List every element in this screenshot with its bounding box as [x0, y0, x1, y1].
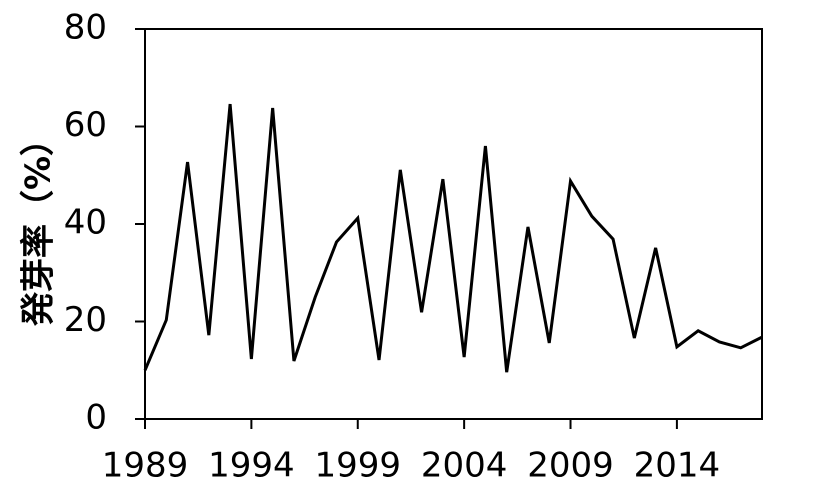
- x-tick-label: 1994: [208, 446, 295, 486]
- x-tick-label: 2014: [634, 446, 721, 486]
- y-tick-label: 80: [64, 8, 107, 48]
- x-tick-label: 2004: [421, 446, 508, 486]
- plot-frame: [144, 28, 763, 420]
- y-axis-title: 発芽率（%）: [19, 122, 59, 326]
- x-tick-label: 1999: [314, 446, 401, 486]
- x-tick-label: 1989: [102, 446, 189, 486]
- y-tick-label: 20: [64, 300, 107, 340]
- y-tick-label: 0: [85, 398, 107, 438]
- x-tick-label: 2009: [527, 446, 614, 486]
- data-line: [143, 103, 763, 373]
- y-tick-label: 60: [64, 105, 107, 145]
- y-tick-label: 40: [64, 203, 107, 243]
